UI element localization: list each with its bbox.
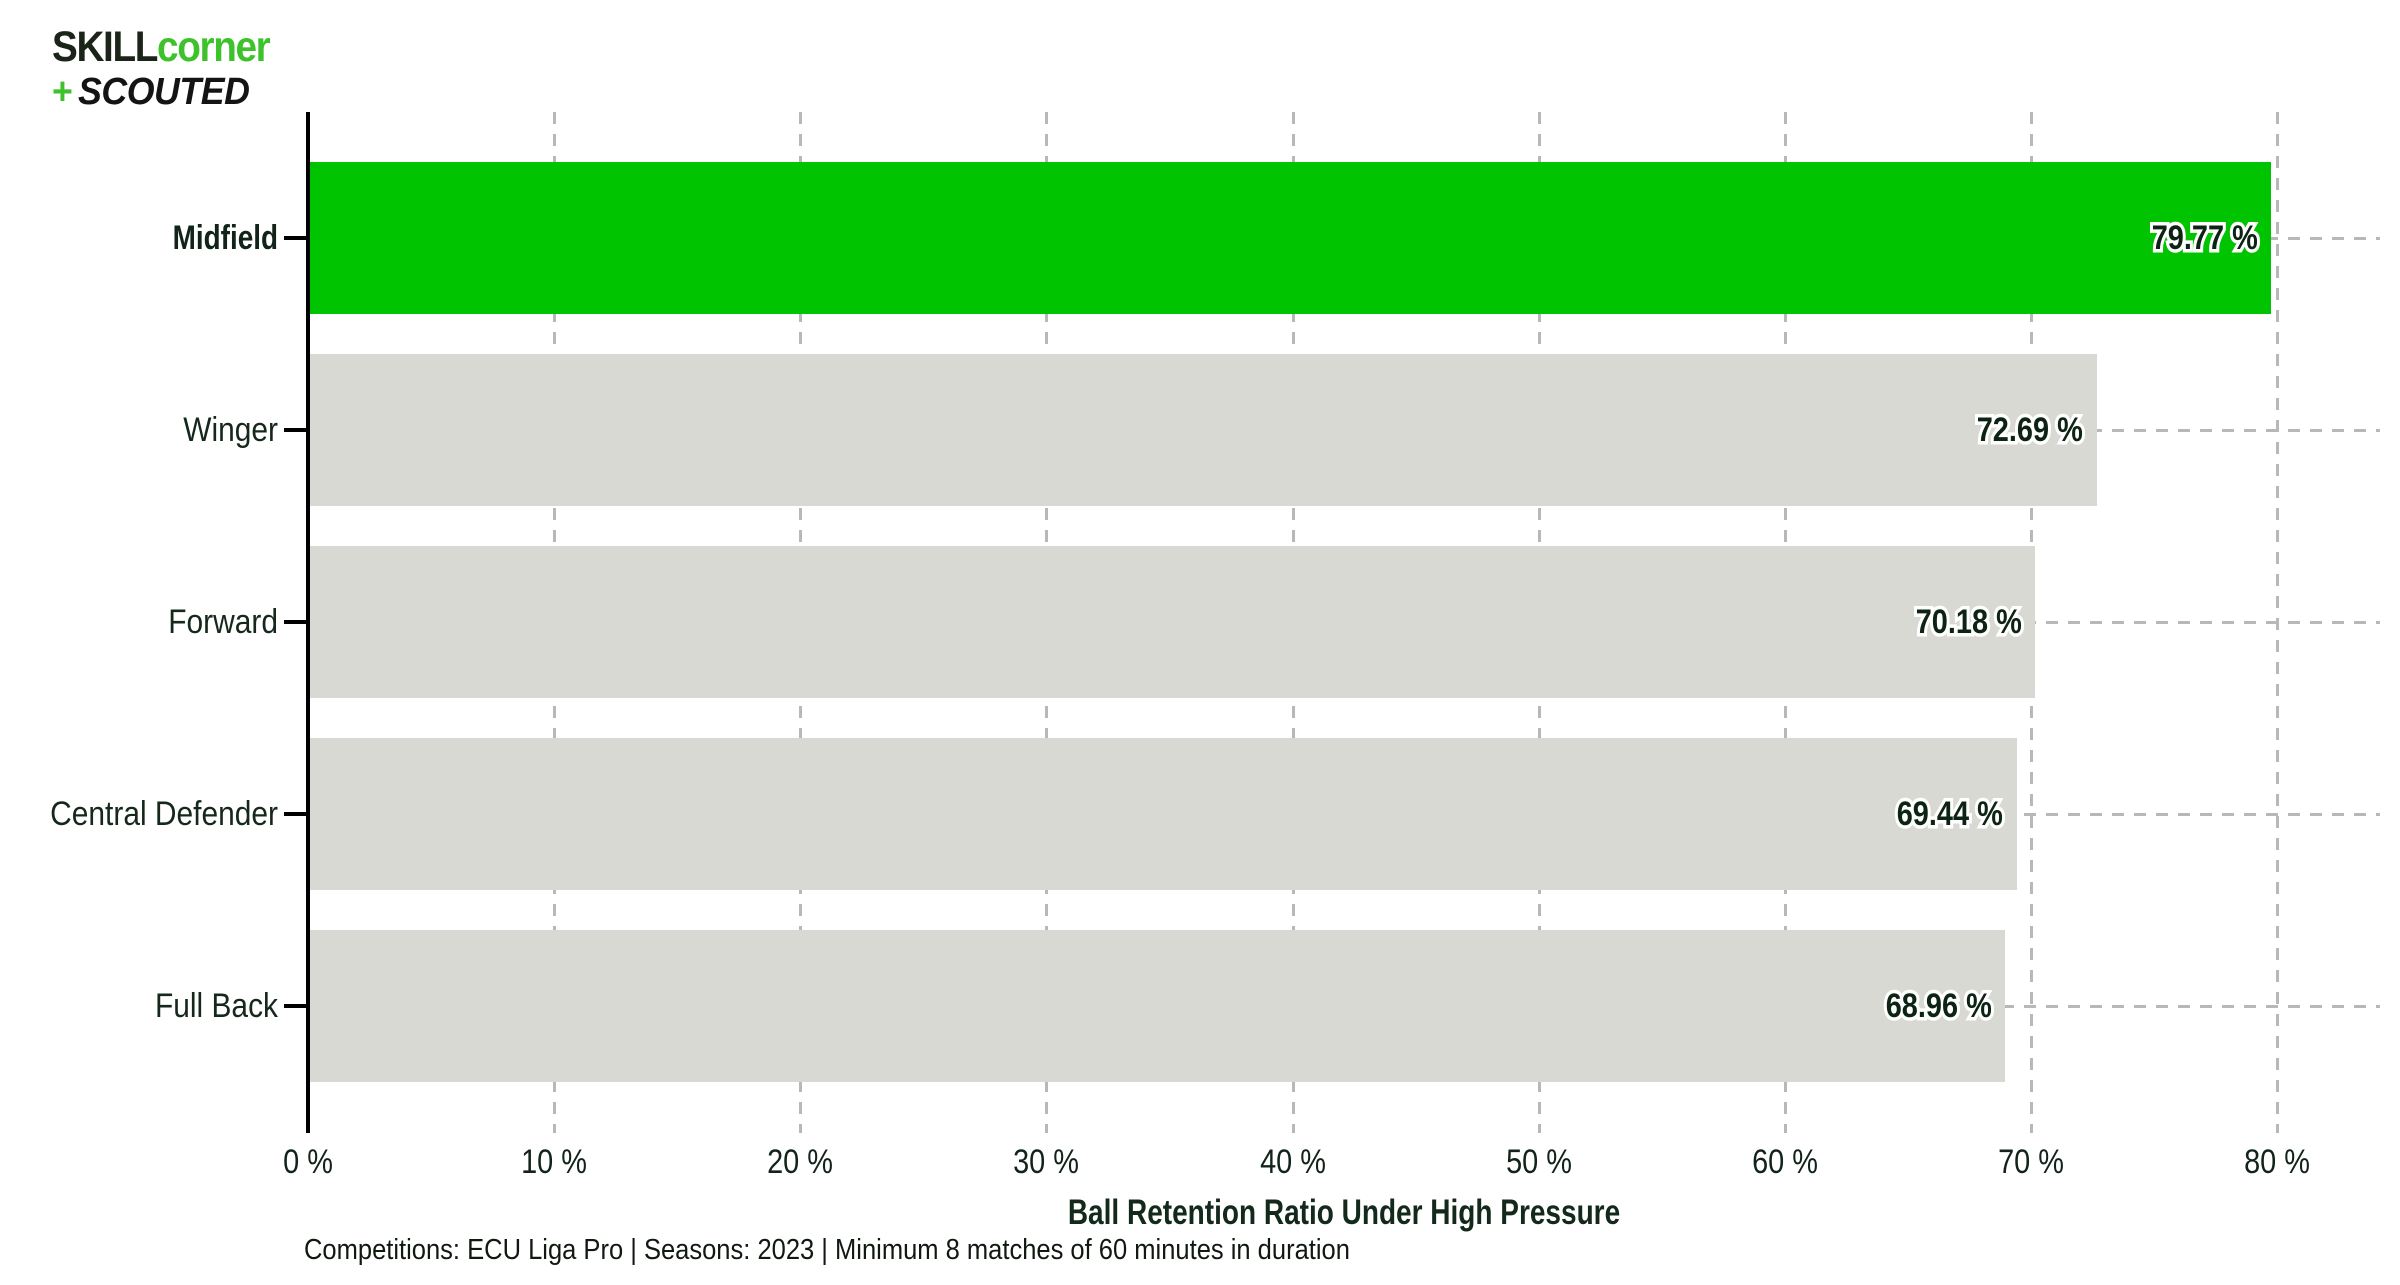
y-axis-tick	[284, 428, 308, 432]
y-axis-tick	[284, 1004, 308, 1008]
value-label-winger: 72.69 %	[1974, 408, 2086, 453]
x-tick-label-0: 0 %	[283, 1143, 333, 1181]
category-label-central-defender: Central Defender	[50, 795, 279, 833]
bar-full-back	[308, 930, 2006, 1082]
x-tick-label-60: 60 %	[1751, 1143, 1818, 1181]
skillcorner-wordmark: SKILLcorner	[52, 22, 271, 72]
x-tick-label-40: 40 %	[1259, 1143, 1326, 1181]
bar-midfield	[308, 162, 2272, 314]
scouted-wordmark: + SCOUTED	[52, 72, 279, 112]
logo-plus-icon: +	[52, 71, 73, 113]
logo-corner-text: corner	[157, 23, 271, 71]
y-axis-tick	[284, 812, 308, 816]
skillcorner-scouted-logo: SKILLcorner + SCOUTED	[52, 22, 294, 112]
category-label-full-back: Full Back	[154, 987, 278, 1025]
chart-subtitle: Competitions: ECU Liga Pro | Seasons: 20…	[304, 1234, 1350, 1266]
x-tick-label-80: 80 %	[2244, 1143, 2310, 1181]
x-tick-label-50: 50 %	[1505, 1143, 1572, 1181]
y-axis-tick	[284, 620, 308, 624]
bar-winger	[308, 354, 2098, 506]
value-label-full-back: 68.96 %	[1882, 984, 1994, 1029]
x-tick-label-70: 70 %	[1997, 1143, 2064, 1181]
bar-forward	[308, 546, 2036, 698]
category-label-winger: Winger	[183, 411, 278, 449]
logo-skill-text: SKILL	[52, 23, 158, 71]
value-label-central-defender: 69.44 %	[1894, 792, 2006, 837]
logo-scouted-text: SCOUTED	[78, 71, 250, 113]
x-tick-label-20: 20 %	[767, 1143, 834, 1181]
value-label-forward: 70.18 %	[1912, 600, 2024, 645]
x-axis-title: Ball Retention Ratio Under High Pressure	[1067, 1193, 1621, 1232]
category-label-midfield: Midfield	[172, 219, 278, 257]
x-tick-label-10: 10 %	[521, 1143, 588, 1181]
y-axis-line	[306, 112, 310, 1133]
category-label-forward: Forward	[168, 603, 278, 641]
bar-central-defender	[308, 738, 2018, 890]
x-tick-label-30: 30 %	[1013, 1143, 1080, 1181]
value-label-midfield: 79.77 %	[2148, 216, 2260, 261]
y-axis-tick	[284, 236, 308, 240]
